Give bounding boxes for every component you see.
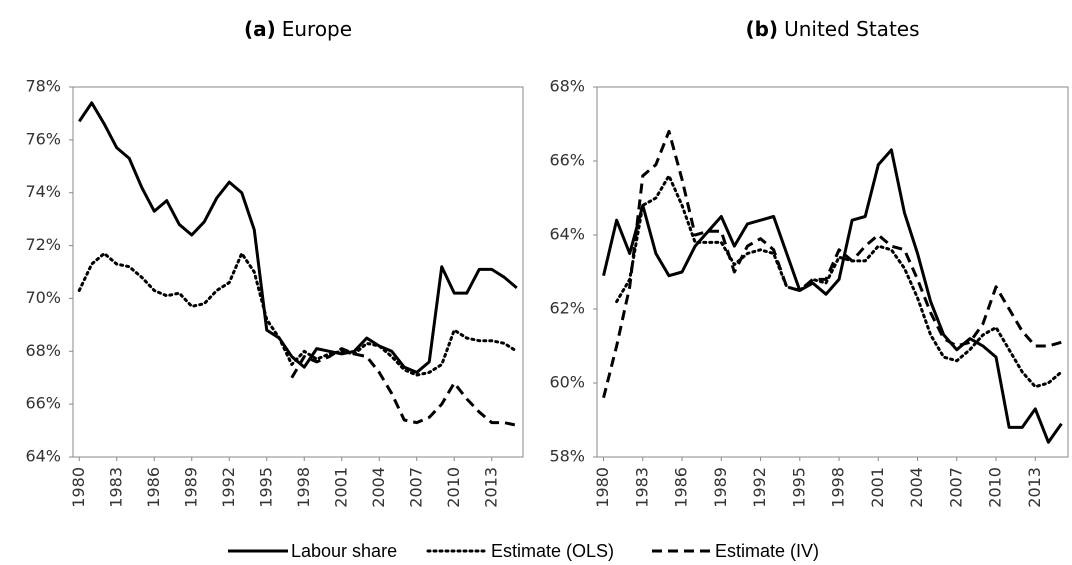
series-line [602, 129, 1062, 399]
x-tick-label: 1983 [106, 467, 125, 508]
x-tick-label: 2001 [331, 467, 350, 508]
y-tick-label: 74% [25, 182, 61, 201]
y-tick-label: 66% [549, 151, 585, 170]
panel-label: (a) [244, 17, 276, 41]
series-line [290, 347, 518, 427]
plot-frame [596, 86, 1069, 458]
chart-title: (a) Europe [244, 17, 352, 41]
series-line [78, 101, 518, 374]
legend-label: Estimate (IV) [715, 541, 819, 561]
x-tick-label: 1986 [144, 467, 163, 508]
series-line [602, 148, 1063, 444]
x-tick-label: 1995 [256, 467, 275, 508]
title-text: Europe [282, 17, 352, 41]
title-text: United States [784, 17, 919, 41]
panel-label: (b) [745, 17, 778, 41]
x-tick-label: 1992 [750, 467, 769, 508]
x-tick-label: 1992 [219, 467, 238, 508]
x-tick-label: 1980 [593, 467, 612, 508]
x-tick-label: 1998 [829, 467, 848, 508]
y-tick-label: 72% [25, 235, 61, 254]
x-tick-label: 1989 [181, 467, 200, 508]
x-tick-label: 2007 [946, 467, 965, 508]
legend-label: Estimate (OLS) [491, 541, 614, 561]
y-tick-label: 68% [25, 341, 61, 360]
x-tick-label: 2007 [406, 467, 425, 508]
x-tick-label: 1995 [789, 467, 808, 508]
y-tick-label: 70% [25, 288, 61, 307]
x-tick-label: 2013 [481, 467, 500, 508]
y-tick-label: 76% [25, 129, 61, 148]
x-tick-label: 2010 [444, 467, 463, 508]
plot-frame [72, 86, 524, 458]
legend-label: Labour share [291, 541, 397, 561]
x-tick-label: 1983 [632, 467, 651, 508]
x-tick-label: 1980 [69, 467, 88, 508]
y-tick-label: 66% [25, 394, 61, 413]
y-tick-label: 64% [549, 225, 585, 244]
x-tick-label: 2004 [369, 467, 388, 508]
y-tick-label: 78% [25, 77, 61, 96]
y-tick-label: 68% [549, 77, 585, 96]
x-tick-label: 1998 [294, 467, 313, 508]
x-tick-label: 2013 [1025, 467, 1044, 508]
x-tick-label: 2004 [907, 467, 926, 508]
y-tick-label: 62% [549, 299, 585, 318]
y-tick-label: 64% [25, 447, 61, 466]
series-line [615, 174, 1063, 389]
chart-title: (b) United States [745, 17, 919, 41]
x-tick-label: 1986 [672, 467, 691, 508]
y-tick-label: 58% [549, 447, 585, 466]
x-tick-label: 1989 [711, 467, 730, 508]
x-tick-label: 2001 [868, 467, 887, 508]
x-tick-label: 2010 [986, 467, 1005, 508]
y-tick-label: 60% [549, 373, 585, 392]
series-line [77, 252, 519, 377]
